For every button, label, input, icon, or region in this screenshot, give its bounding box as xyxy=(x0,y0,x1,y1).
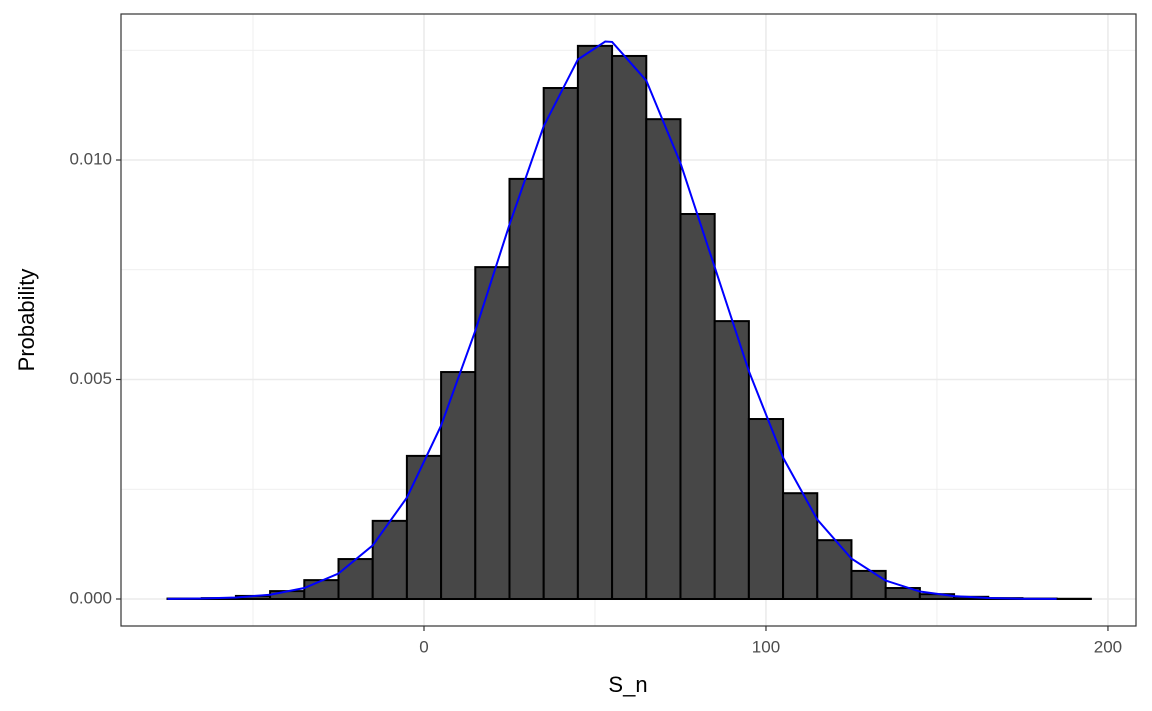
bar xyxy=(645,118,682,601)
marks xyxy=(166,40,1092,601)
bar xyxy=(303,579,340,601)
bar xyxy=(337,558,374,601)
x-axis-title: S_n xyxy=(608,672,647,697)
bar xyxy=(850,569,887,601)
bar xyxy=(371,519,408,601)
bar xyxy=(405,454,443,601)
bar xyxy=(747,418,785,601)
bar xyxy=(440,371,477,601)
bar xyxy=(611,54,648,601)
x-tick-label: 0 xyxy=(419,637,428,656)
x-tick-label: 200 xyxy=(1094,637,1122,656)
bar xyxy=(576,44,614,601)
y-tick-label: 0.010 xyxy=(69,149,112,168)
bar xyxy=(816,539,853,601)
y-tick-label: 0.000 xyxy=(69,588,112,607)
density-curve xyxy=(167,40,1057,600)
y-axis-title: Probability xyxy=(14,269,39,372)
bar xyxy=(474,266,511,601)
bar xyxy=(679,213,716,601)
panel-border xyxy=(120,13,1137,627)
bar xyxy=(508,177,545,601)
bar xyxy=(542,87,579,601)
y-tick-label: 0.005 xyxy=(69,369,112,388)
x-tick-label: 100 xyxy=(752,637,780,656)
bar xyxy=(713,320,750,601)
